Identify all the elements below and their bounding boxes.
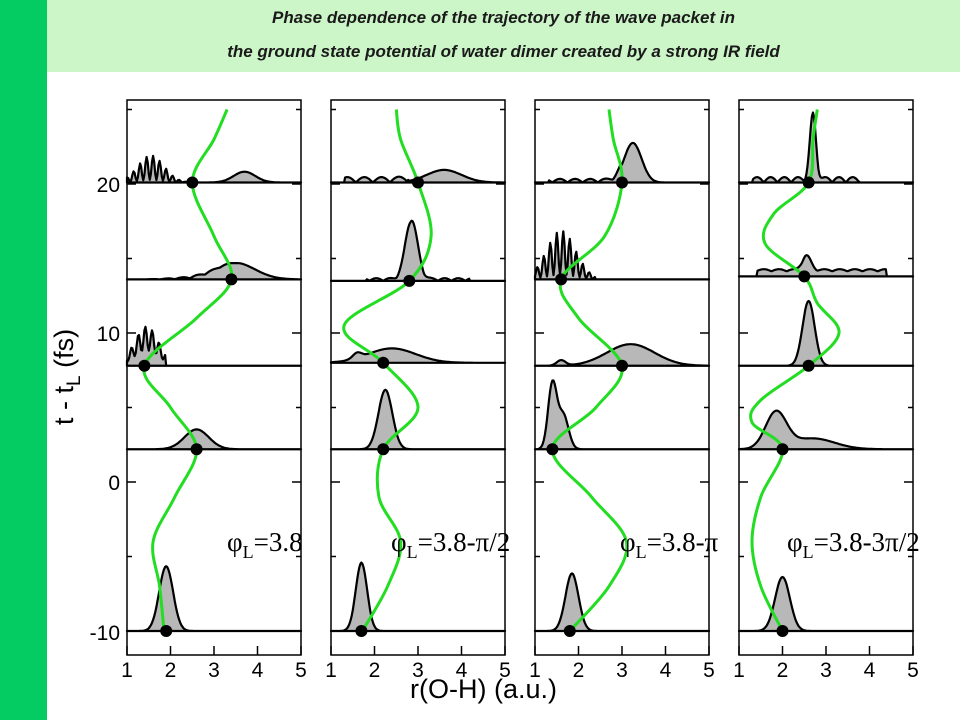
x-tick-label: 3 <box>820 659 832 682</box>
x-tick-label: 2 <box>777 659 789 682</box>
panel-2: 1 2 3 4 5 φL=3.8-π/2 <box>325 99 511 682</box>
x-tick-label: 2 <box>573 659 585 682</box>
packet-center-dot <box>616 359 628 372</box>
wave-packet <box>737 299 915 367</box>
x-tick-label: 3 <box>616 659 628 682</box>
x-tick-label: 5 <box>703 659 715 682</box>
panel-1: 1 2 3 4 5 φL=3.8 <box>121 99 307 682</box>
packet-center-dot <box>776 443 789 456</box>
packet-center-dot <box>555 273 568 286</box>
wave-packet <box>737 254 915 278</box>
x-tick-label: 5 <box>907 659 919 682</box>
x-tick-label: 1 <box>121 659 133 682</box>
packet-center-dot <box>377 443 390 456</box>
wave-packet <box>533 379 711 451</box>
x-tick-label: 2 <box>369 659 381 682</box>
packet-center-dot <box>802 176 815 189</box>
sidebar-stripe <box>0 0 47 720</box>
packet-center-dot <box>412 176 424 189</box>
x-axis-label: r(O-H) (a.u.) <box>410 674 557 704</box>
x-tick-label: 5 <box>295 659 307 682</box>
x-tick-label: 3 <box>208 659 220 682</box>
wave-packet <box>533 230 711 281</box>
wave-packet <box>533 572 711 633</box>
panel-3: 1 2 3 4 5 φL=3.8-π <box>529 99 719 682</box>
wave-packet <box>125 262 303 281</box>
wave-packet <box>737 111 915 184</box>
x-tick-label: 1 <box>325 659 337 682</box>
panels: 1 2 3 4 5φL=3.81 2 3 4 5φL=3.8-π/21 2 3 4 5φL=3.8-π1… <box>121 99 920 682</box>
wave-packet <box>737 409 915 451</box>
y-tick-labels: -10 0 10 20 <box>90 174 120 645</box>
trajectory-line <box>142 108 234 632</box>
packet-center-dot <box>160 625 173 637</box>
wave-packet <box>533 343 711 367</box>
packet-center-dot <box>225 273 238 286</box>
title-line-2: the ground state potential of water dime… <box>227 42 780 61</box>
packet-center-dot <box>377 356 390 369</box>
y-tick-label: 10 <box>97 323 120 346</box>
wave-packet <box>329 561 507 633</box>
phase-label: φL=3.8-π <box>620 527 719 562</box>
phase-label: φL=3.8-3π/2 <box>787 527 920 562</box>
phase-label: φL=3.8-π/2 <box>391 527 510 562</box>
wave-packet <box>125 565 303 633</box>
packet-center-dot <box>355 625 368 637</box>
packet-center-dot <box>190 443 203 456</box>
y-axis-label: t - tL (fs) <box>49 329 85 425</box>
wave-packet <box>125 325 303 367</box>
wave-packet <box>329 388 507 451</box>
wave-packet <box>329 219 507 282</box>
trajectory-line <box>550 109 629 632</box>
panel-4: 1 2 3 4 5 φL=3.8-3π/2 <box>733 99 920 682</box>
x-tick-label: 4 <box>456 659 468 682</box>
wave-packet <box>329 347 507 364</box>
x-tick-label: 1 <box>733 659 745 682</box>
packet-center-dot <box>802 359 815 372</box>
packet-center-dot <box>138 359 151 372</box>
x-tick-label: 4 <box>252 659 264 682</box>
y-tick-label: -10 <box>90 622 120 645</box>
title-line-1: Phase dependence of the trajectory of th… <box>272 8 735 27</box>
x-tick-label: 4 <box>660 659 672 682</box>
y-tick-label: 0 <box>108 472 120 495</box>
wave-packet <box>737 575 915 633</box>
packet-center-dot <box>546 443 559 456</box>
trajectory-line <box>749 109 841 632</box>
x-tick-label: 3 <box>412 659 424 682</box>
packet-center-dot <box>798 270 811 283</box>
x-tick-label: 5 <box>499 659 511 682</box>
wave-packet <box>125 428 303 451</box>
packet-center-dot <box>776 625 789 637</box>
x-tick-label: 1 <box>529 659 541 682</box>
phase-label: φL=3.8 <box>227 527 303 562</box>
header-banner: Phase dependence of the trajectory of th… <box>47 0 960 72</box>
packet-center-dot <box>403 274 416 287</box>
packet-center-dot <box>563 625 576 637</box>
x-tick-label: 4 <box>864 659 876 682</box>
svg-text:t - tL (fs): t - tL (fs) <box>49 329 85 425</box>
x-tick-label: 2 <box>165 659 177 682</box>
packet-center-dot <box>616 176 628 189</box>
packet-center-dot <box>186 176 199 189</box>
y-tick-label: 20 <box>97 174 120 197</box>
wave-packet <box>125 154 303 184</box>
